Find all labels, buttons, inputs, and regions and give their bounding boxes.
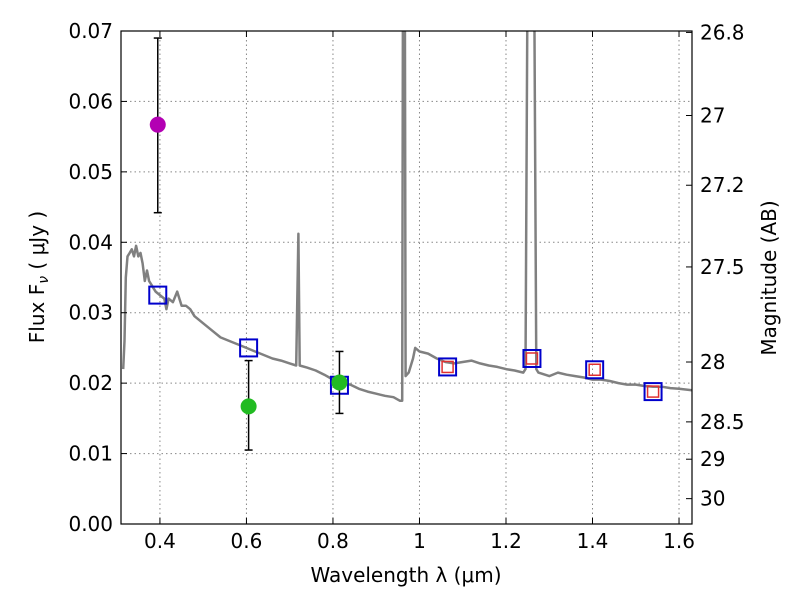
y2-tick-label: 28 [700, 350, 725, 374]
y-axis-title: Flux Fν ( μJy ) [25, 211, 52, 343]
y2-tick-label: 27 [700, 104, 725, 128]
y-axis-title-sub: ν [36, 276, 52, 284]
y-tick-label: 0.01 [68, 442, 113, 466]
y-tick-label: 0.00 [68, 512, 113, 536]
y-tick-label: 0.03 [68, 301, 113, 325]
y-tick-label: 0.02 [68, 371, 113, 395]
observed-photometry-square [588, 363, 601, 377]
y-tick-label: 0.06 [68, 89, 113, 113]
x-tick-label: 1.4 [577, 529, 609, 553]
x-tick-label: 1 [413, 529, 426, 553]
y-tick-label: 0.07 [68, 19, 113, 43]
x-tick-label: 1.2 [490, 529, 522, 553]
observed-photometry-square [525, 352, 539, 365]
y-axis-title-unit: ( μJy ) [25, 211, 49, 276]
x-tick-label: 0.4 [144, 529, 176, 553]
detection-point [240, 398, 257, 415]
data-layer [121, 31, 692, 451]
model-photometry-square [522, 348, 542, 368]
plot-frame [120, 30, 693, 525]
x-tick-label: 0.6 [231, 529, 263, 553]
y2-tick-label: 26.8 [700, 20, 745, 44]
model-photometry-square [148, 285, 168, 305]
x-tick-label: 1.6 [663, 529, 695, 553]
observed-photometry-square [441, 360, 454, 374]
model-photometry-square [585, 360, 605, 380]
observed-photometry-square [646, 385, 660, 398]
ticks: 0.4 0.6 0.8 1 1.2 1.4 1.6 0.00 0.01 0.02 0.03 0.04 0… [68, 19, 744, 553]
detection-point [149, 116, 166, 133]
x-axis-title: Wavelength λ (μm) [310, 563, 501, 587]
y2-tick-label: 28.5 [700, 410, 745, 434]
y-axis-title-main: Flux F [25, 284, 49, 343]
detection-point [331, 374, 348, 391]
y2-tick-label: 27.5 [700, 255, 745, 279]
model-photometry-square [438, 357, 458, 377]
x-tick-label: 0.8 [317, 529, 349, 553]
y2-axis-title: Magnitude (AB) [757, 200, 781, 355]
grid [121, 30, 692, 525]
sed-line [121, 31, 692, 403]
model-photometry-square [239, 338, 259, 358]
model-photometry-square [643, 382, 663, 402]
y2-tick-label: 29 [700, 447, 725, 471]
y2-tick-label: 30 [700, 487, 725, 511]
y2-tick-label: 27.2 [700, 173, 745, 197]
y-tick-label: 0.04 [68, 230, 113, 254]
y-tick-label: 0.05 [68, 160, 113, 184]
